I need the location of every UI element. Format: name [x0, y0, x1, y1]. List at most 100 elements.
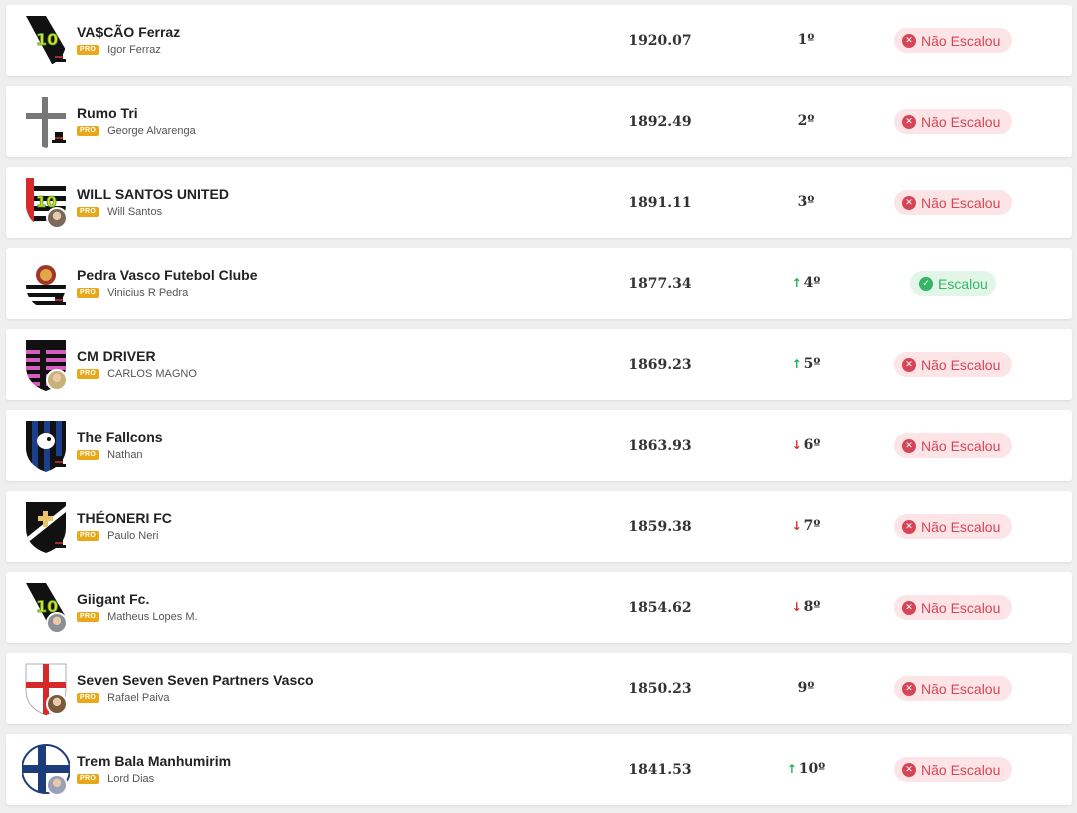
top-hat-icon: [52, 536, 66, 548]
status-label: Não Escalou: [921, 518, 1001, 535]
x-circle-icon: ✕: [902, 519, 916, 534]
x-circle-icon: ✕: [902, 438, 916, 453]
team-name[interactable]: Rumo Tri: [77, 105, 138, 121]
status-label: Não Escalou: [921, 194, 1001, 211]
owner-name: Igor Ferraz: [107, 44, 161, 56]
status-label: Não Escalou: [921, 437, 1001, 454]
ranking-position: ↑ 5º: [766, 356, 846, 372]
owner-name: George Alvarenga: [107, 125, 196, 137]
svg-text:10: 10: [36, 193, 57, 211]
team-row[interactable]: 10 Giigant Fc. PRO Matheus Lopes M. 1854.62 ↓…: [6, 572, 1072, 643]
team-row[interactable]: 10 WILL SANTOS UNITED PRO Will Santos 1891.1…: [6, 167, 1072, 238]
pro-badge: PRO: [77, 531, 100, 541]
team-name[interactable]: Seven Seven Seven Partners Vasco: [77, 672, 314, 688]
x-circle-icon: ✕: [902, 195, 916, 210]
ranking-position: 3º: [766, 194, 846, 210]
status-badge: ✕ Não Escalou: [894, 109, 1012, 134]
team-row[interactable]: Seven Seven Seven Partners Vasco PRO Rafae…: [6, 653, 1072, 724]
avatar: [46, 774, 68, 796]
team-row[interactable]: CM DRIVER PRO CARLOS MAGNO 1869.23 ↑ 5º ✕ Não E…: [6, 329, 1072, 400]
team-row[interactable]: The Fallcons PRO Nathan 1863.93 ↓ 6º ✕ Não Esca…: [6, 410, 1072, 481]
check-circle-icon: ✓: [919, 276, 933, 291]
x-circle-icon: ✕: [902, 33, 916, 48]
status-label: Não Escalou: [921, 32, 1001, 49]
svg-text:10: 10: [36, 597, 58, 616]
team-score: 1892.49: [628, 114, 692, 130]
owner-name: Rafael Paiva: [107, 692, 170, 704]
team-name[interactable]: VA$CÃO Ferraz: [77, 24, 181, 40]
pro-badge: PRO: [77, 45, 100, 55]
team-score: 1877.34: [628, 276, 692, 292]
ranking-position: ↑ 10º: [766, 761, 846, 777]
status-badge: ✕ Não Escalou: [894, 433, 1012, 458]
status-label: Não Escalou: [921, 599, 1001, 616]
team-row[interactable]: Rumo Tri PRO George Alvarenga 1892.49 2º ✕ Não…: [6, 86, 1072, 157]
team-score: 1854.62: [628, 600, 692, 616]
team-row[interactable]: THÉONERI FC PRO Paulo Neri 1859.38 ↓ 7º ✕ Não E…: [6, 491, 1072, 562]
status-badge: ✕ Não Escalou: [894, 676, 1012, 701]
status-label: Escalou: [938, 275, 988, 292]
team-name[interactable]: THÉONERI FC: [77, 510, 172, 526]
pro-badge: PRO: [77, 774, 100, 784]
position-value: 10º: [798, 761, 826, 777]
status-label: Não Escalou: [921, 680, 1001, 697]
owner-name: Lord Dias: [107, 773, 155, 785]
arrow-down-icon: ↓: [791, 519, 802, 533]
top-hat-icon: [52, 293, 66, 305]
team-score: 1850.23: [628, 681, 692, 697]
pro-badge: PRO: [77, 693, 100, 703]
x-circle-icon: ✕: [902, 762, 916, 777]
team-score: 1891.11: [628, 195, 692, 211]
team-name[interactable]: Pedra Vasco Futebol Clube: [77, 267, 258, 283]
team-score: 1841.53: [628, 762, 692, 778]
team-crest-icon: [22, 255, 70, 311]
pro-badge: PRO: [77, 126, 100, 136]
team-score: 1920.07: [628, 33, 692, 49]
position-value: 7º: [803, 518, 821, 534]
status-badge: ✕ Não Escalou: [894, 352, 1012, 377]
team-name[interactable]: Giigant Fc.: [77, 591, 150, 607]
position-value: 9º: [797, 680, 815, 696]
team-score: 1869.23: [628, 357, 692, 373]
top-hat-icon: [52, 50, 66, 62]
x-circle-icon: ✕: [902, 114, 916, 129]
position-value: 6º: [803, 437, 821, 453]
team-name[interactable]: WILL SANTOS UNITED: [77, 186, 229, 202]
arrow-up-icon: ↑: [791, 357, 802, 371]
owner-name: Will Santos: [107, 206, 163, 218]
pro-badge: PRO: [77, 288, 100, 298]
team-row[interactable]: Trem Bala Manhumirim PRO Lord Dias 1841.53 ↑…: [6, 734, 1072, 805]
avatar: [46, 612, 68, 634]
ranking-position: ↓ 6º: [766, 437, 846, 453]
top-hat-icon: [52, 131, 66, 143]
status-label: Não Escalou: [921, 356, 1001, 373]
ranking-position: 1º: [766, 32, 846, 48]
arrow-down-icon: ↓: [791, 438, 802, 452]
ranking-position: 9º: [766, 680, 846, 696]
team-crest-icon: 10: [22, 174, 70, 230]
team-name[interactable]: Trem Bala Manhumirim: [77, 753, 232, 769]
position-value: 1º: [797, 32, 815, 48]
team-row[interactable]: Pedra Vasco Futebol Clube PRO Vinicius R P…: [6, 248, 1072, 319]
pro-badge: PRO: [77, 612, 100, 622]
x-circle-icon: ✕: [902, 357, 916, 372]
status-badge: ✕ Não Escalou: [894, 514, 1012, 539]
pro-badge: PRO: [77, 369, 100, 379]
owner-name: CARLOS MAGNO: [107, 368, 197, 380]
ranking-position: ↓ 7º: [766, 518, 846, 534]
arrow-down-icon: ↓: [791, 600, 802, 614]
owner-name: Vinicius R Pedra: [107, 287, 189, 299]
x-circle-icon: ✕: [902, 681, 916, 696]
position-value: 3º: [797, 194, 815, 210]
team-row[interactable]: 10 VA$CÃO Ferraz PRO Igor Ferraz 1920.07 1º ✕ N…: [6, 5, 1072, 76]
avatar: [46, 693, 68, 715]
position-value: 8º: [803, 599, 821, 615]
status-badge: ✓ Escalou: [910, 271, 996, 296]
team-score: 1859.38: [628, 519, 692, 535]
position-value: 5º: [803, 356, 821, 372]
team-name[interactable]: The Fallcons: [77, 429, 163, 445]
team-name[interactable]: CM DRIVER: [77, 348, 156, 364]
team-score: 1863.93: [628, 438, 692, 454]
owner-name: Matheus Lopes M.: [107, 611, 198, 623]
